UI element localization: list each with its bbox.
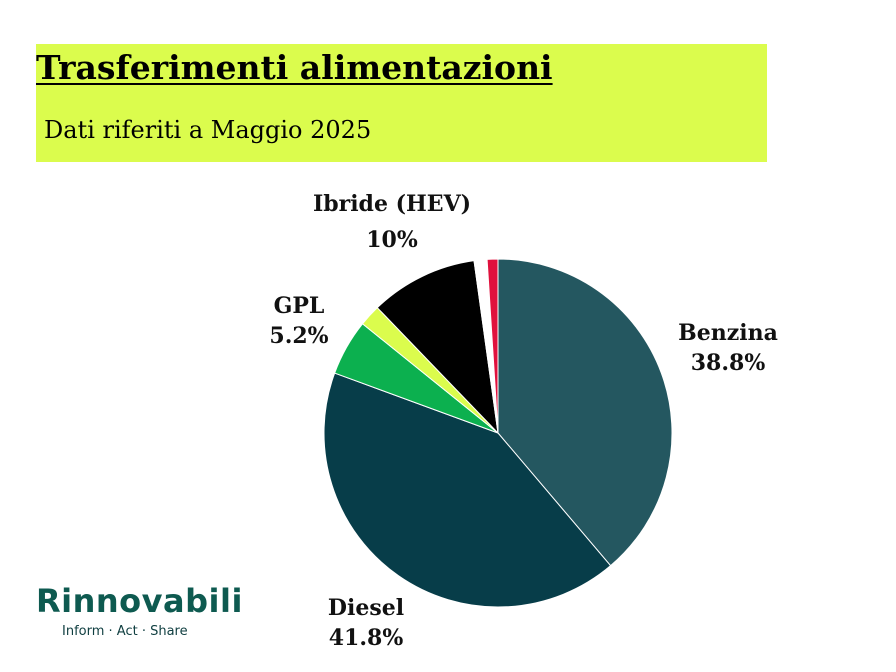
label-gpl: GPL (274, 293, 325, 319)
pie-slice-unlabeled-6 (486, 258, 499, 434)
title-banner: Trasferimenti alimentazioni Dati riferit… (36, 44, 767, 162)
value-diesel: 41.8% (329, 625, 404, 651)
chart-title: Trasferimenti alimentazioni (36, 48, 553, 87)
logo-tagline: Inform · Act · Share (62, 624, 188, 639)
pie-slice-benzina (497, 258, 673, 567)
pie-labels: Benzina 38.8% Diesel 41.8% GPL 5.2% Ibride (HE… (269, 191, 777, 651)
chart-subtitle: Dati riferiti a Maggio 2025 (44, 116, 372, 144)
pie-slice-ibride-hev (376, 260, 499, 435)
value-benzina: 38.8% (691, 350, 766, 376)
pie-slice-diesel (323, 372, 612, 608)
label-diesel: Diesel (328, 595, 404, 621)
value-gpl: 5.2% (269, 323, 328, 349)
logo-wordmark: Rinnovabili (36, 582, 243, 620)
pie-slices (323, 258, 673, 608)
rinnovabili-logo: Rinnovabili Inform · Act · Share (36, 582, 242, 652)
label-ibride-hev: Ibride (HEV) (313, 191, 471, 217)
label-benzina: Benzina (678, 320, 778, 346)
value-ibride-hev: 10% (366, 227, 418, 253)
